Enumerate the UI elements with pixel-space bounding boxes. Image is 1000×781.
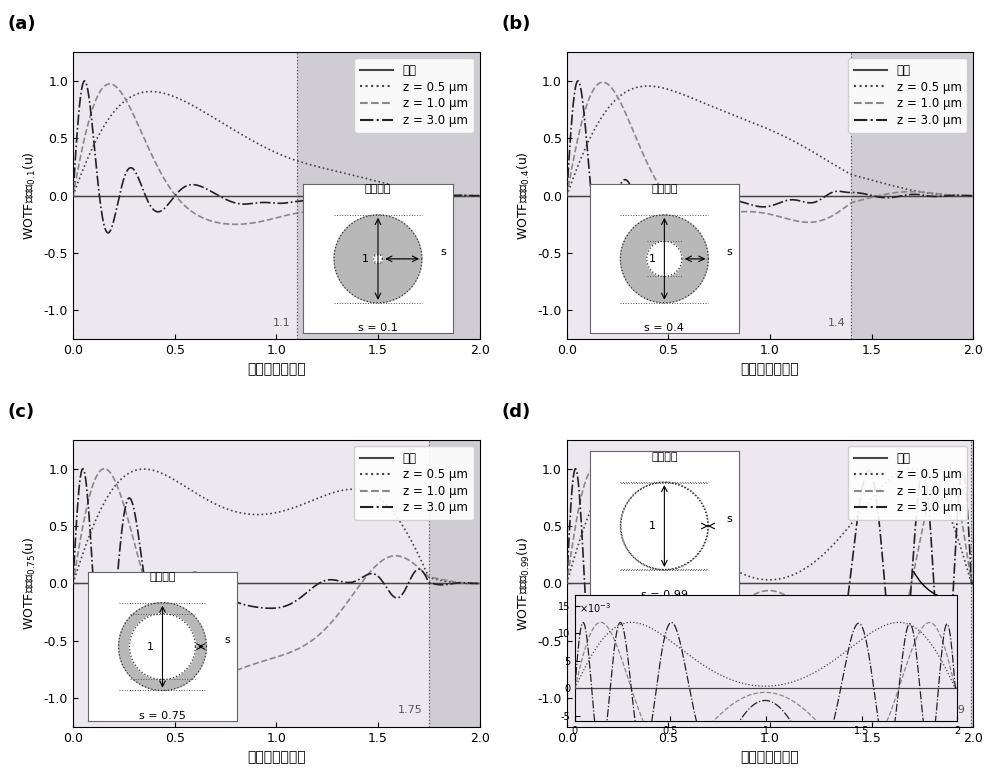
Bar <box>971 440 973 727</box>
Y-axis label: WOTF的虚部$_{0.99}$(u): WOTF的虚部$_{0.99}$(u) <box>516 537 532 630</box>
Text: 1.75: 1.75 <box>398 705 423 715</box>
Text: 1.1: 1.1 <box>273 318 291 328</box>
X-axis label: 归一化空间频率: 归一化空间频率 <box>741 362 799 376</box>
Text: (c): (c) <box>8 403 35 421</box>
Legend: 聚焦, z = 0.5 μm, z = 1.0 μm, z = 3.0 μm: 聚焦, z = 0.5 μm, z = 1.0 μm, z = 3.0 μm <box>354 58 474 133</box>
Text: (a): (a) <box>8 15 36 33</box>
Bar <box>851 52 973 339</box>
Text: (b): (b) <box>502 15 531 33</box>
Text: (d): (d) <box>502 403 531 421</box>
Text: 1.4: 1.4 <box>828 318 845 328</box>
X-axis label: 归一化空间频率: 归一化空间频率 <box>247 751 306 765</box>
X-axis label: 归一化空间频率: 归一化空间频率 <box>741 751 799 765</box>
Y-axis label: WOTF的虚部$_{0.4}$(u): WOTF的虚部$_{0.4}$(u) <box>516 152 532 240</box>
Y-axis label: WOTF的虚部$_{0.75}$(u): WOTF的虚部$_{0.75}$(u) <box>22 537 38 630</box>
Legend: 聚焦, z = 0.5 μm, z = 1.0 μm, z = 3.0 μm: 聚焦, z = 0.5 μm, z = 1.0 μm, z = 3.0 μm <box>354 446 474 520</box>
X-axis label: 归一化空间频率: 归一化空间频率 <box>247 362 306 376</box>
Legend: 聚焦, z = 0.5 μm, z = 1.0 μm, z = 3.0 μm: 聚焦, z = 0.5 μm, z = 1.0 μm, z = 3.0 μm <box>848 58 967 133</box>
Bar <box>429 440 480 727</box>
Bar <box>297 52 480 339</box>
Legend: 聚焦, z = 0.5 μm, z = 1.0 μm, z = 3.0 μm: 聚焦, z = 0.5 μm, z = 1.0 μm, z = 3.0 μm <box>848 446 967 520</box>
Y-axis label: WOTF的虚部$_{0.1}$(u): WOTF的虚部$_{0.1}$(u) <box>22 152 38 240</box>
Text: 1.99: 1.99 <box>940 705 965 715</box>
